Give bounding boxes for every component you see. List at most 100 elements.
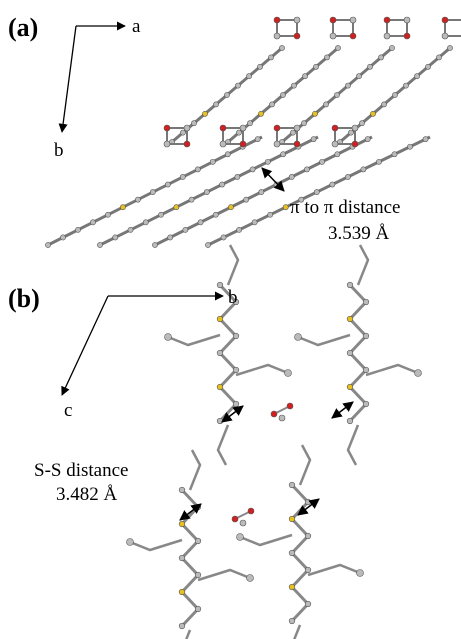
atom xyxy=(273,124,281,132)
atom xyxy=(313,189,320,195)
atom xyxy=(105,211,111,218)
atom xyxy=(178,486,186,494)
atom xyxy=(236,129,242,136)
atom xyxy=(236,226,242,233)
atom xyxy=(346,349,354,357)
atom xyxy=(288,549,296,557)
atom xyxy=(202,110,208,117)
side-chain xyxy=(356,244,370,286)
distance-arrow xyxy=(179,503,202,521)
atom xyxy=(235,82,241,89)
atom xyxy=(194,537,202,545)
atom xyxy=(232,366,240,374)
side-chain xyxy=(129,538,183,552)
side-chain xyxy=(293,624,302,639)
atom xyxy=(329,16,337,24)
atom xyxy=(290,129,296,136)
atom xyxy=(232,400,240,408)
atom xyxy=(273,32,281,40)
atom xyxy=(351,140,359,148)
atom xyxy=(209,158,216,165)
atom xyxy=(392,92,398,98)
atom xyxy=(173,204,180,211)
atom xyxy=(239,140,247,148)
atom xyxy=(280,92,286,98)
atom xyxy=(231,515,239,523)
atom xyxy=(183,124,191,132)
atom xyxy=(294,333,302,341)
distance-value: 3.539 Å xyxy=(328,223,390,244)
atom xyxy=(152,242,158,248)
atom xyxy=(232,332,240,340)
atom xyxy=(304,600,312,608)
atom xyxy=(219,124,227,132)
atom xyxy=(234,174,241,180)
atom xyxy=(348,129,354,136)
atom xyxy=(180,129,186,136)
atom xyxy=(243,196,250,203)
side-chain xyxy=(297,333,351,347)
atom xyxy=(236,533,244,541)
ring xyxy=(276,19,298,37)
atom xyxy=(293,32,301,40)
side-chain xyxy=(235,363,289,377)
atom xyxy=(329,181,336,188)
ring xyxy=(166,127,188,145)
axis-label: b xyxy=(54,140,64,161)
atom xyxy=(324,54,330,61)
atom xyxy=(291,82,297,89)
atom xyxy=(303,166,310,173)
atom xyxy=(288,481,296,489)
atom xyxy=(288,617,296,625)
atom xyxy=(383,16,391,24)
atom xyxy=(391,151,398,158)
atom xyxy=(264,158,271,165)
atom xyxy=(304,498,312,506)
atom xyxy=(425,63,431,70)
atom xyxy=(273,16,281,24)
atom xyxy=(279,45,285,51)
atom xyxy=(163,124,171,132)
atom xyxy=(228,204,234,211)
atom xyxy=(213,101,219,108)
side-chain xyxy=(197,568,251,582)
atom xyxy=(179,174,186,180)
atom xyxy=(362,332,370,340)
atom xyxy=(197,219,204,226)
distance-arrow xyxy=(331,401,354,419)
atom xyxy=(188,196,195,203)
atom xyxy=(232,298,240,306)
atom xyxy=(284,369,292,377)
atom xyxy=(356,569,364,577)
atom xyxy=(293,140,301,148)
atom xyxy=(403,82,409,89)
atom xyxy=(75,226,81,233)
side-chain xyxy=(346,424,360,466)
atom xyxy=(351,124,359,132)
side-chain xyxy=(185,629,192,639)
atom xyxy=(127,226,134,233)
atom xyxy=(334,151,341,158)
distance-arrow xyxy=(221,405,244,423)
atom xyxy=(334,92,340,98)
atom xyxy=(60,234,66,241)
side-chain xyxy=(167,333,221,347)
atom xyxy=(212,211,219,218)
atom xyxy=(312,110,318,117)
atom xyxy=(389,45,395,51)
side-chain xyxy=(216,424,230,466)
atom xyxy=(362,400,370,408)
atom xyxy=(282,204,289,211)
atom xyxy=(224,151,231,158)
atom xyxy=(258,110,264,117)
atom xyxy=(346,281,354,289)
axis-arrow xyxy=(61,295,109,396)
atom xyxy=(376,158,382,165)
ring xyxy=(222,127,244,145)
atom xyxy=(112,234,119,241)
atom xyxy=(251,219,258,226)
atom xyxy=(273,140,281,148)
ring xyxy=(334,127,356,145)
atom xyxy=(293,124,301,132)
side-chain xyxy=(307,563,361,577)
